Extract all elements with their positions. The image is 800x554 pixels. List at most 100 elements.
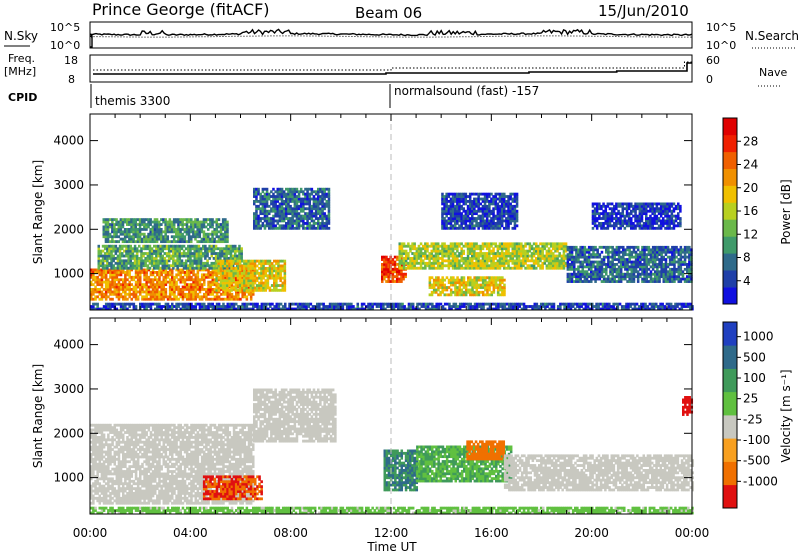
heatmap-cell xyxy=(594,245,597,249)
heatmap-cell xyxy=(260,279,263,283)
heatmap-cell xyxy=(477,244,480,248)
heatmap-cell xyxy=(441,217,444,220)
heatmap-cell xyxy=(187,244,190,248)
heatmap-cell xyxy=(113,275,117,279)
heatmap-cell xyxy=(681,263,685,266)
heatmap-cell xyxy=(141,290,144,294)
heatmap-cell xyxy=(462,244,466,248)
heatmap-cell xyxy=(111,297,114,301)
heatmap-cell xyxy=(133,259,137,263)
heatmap-cell xyxy=(505,222,508,225)
heatmap-cell xyxy=(204,261,207,265)
heatmap-cell xyxy=(407,252,410,255)
heatmap-cell xyxy=(511,204,515,208)
heatmap-cell xyxy=(138,232,142,236)
heatmap-cell xyxy=(243,295,247,299)
heatmap-cell xyxy=(432,249,436,253)
heatmap-cell xyxy=(285,224,288,228)
heatmap-cell xyxy=(222,297,225,301)
heatmap-cell xyxy=(539,254,542,258)
heatmap-cell xyxy=(276,192,280,196)
heatmap-cell xyxy=(257,217,260,220)
heatmap-cell xyxy=(494,286,498,289)
heatmap-cell xyxy=(317,222,320,225)
heatmap-cell xyxy=(263,197,267,201)
heatmap-cell xyxy=(140,261,143,265)
heatmap-cell xyxy=(477,217,480,220)
heatmap-cell xyxy=(600,245,604,249)
heatmap-cell xyxy=(219,228,223,231)
heatmap-cell xyxy=(276,212,280,216)
heatmap-cell xyxy=(289,207,292,211)
heatmap-cell xyxy=(145,273,148,277)
heatmap-cell xyxy=(411,252,414,255)
heatmap-cell xyxy=(686,250,689,254)
heatmap-cell xyxy=(666,270,670,274)
heatmap-cell xyxy=(261,195,265,198)
heatmap-cell xyxy=(170,223,174,226)
heatmap-cell xyxy=(258,284,261,287)
heatmap-cell xyxy=(690,272,693,276)
heatmap-cell xyxy=(503,212,506,216)
heatmap-cell xyxy=(198,223,202,226)
heatmap-cell xyxy=(130,288,134,291)
heatmap-cell xyxy=(673,260,676,264)
heatmap-cell xyxy=(211,235,214,239)
heatmap-cell xyxy=(471,254,474,258)
heatmap-cell xyxy=(681,277,685,281)
heatmap-cell xyxy=(492,226,495,230)
heatmap-cell xyxy=(232,279,236,283)
heatmap-cell xyxy=(245,281,248,285)
heatmap-cell xyxy=(434,244,438,248)
heatmap-cell xyxy=(123,240,127,244)
heatmap-cell xyxy=(164,228,167,231)
heatmap-cell xyxy=(161,264,165,268)
heatmap-cell xyxy=(293,202,297,206)
heatmap-cell xyxy=(617,255,621,259)
heatmap-cell xyxy=(247,290,251,294)
heatmap-cell xyxy=(451,244,455,248)
heatmap-cell xyxy=(428,264,431,268)
heatmap-cell xyxy=(688,250,691,254)
heatmap-cell xyxy=(468,244,472,248)
heatmap-cell xyxy=(383,277,386,281)
heatmap-cell xyxy=(658,280,661,283)
heatmap-cell xyxy=(215,230,219,234)
heatmap-cell xyxy=(464,286,468,289)
heatmap-cell xyxy=(160,288,163,291)
heatmap-cell xyxy=(513,254,517,258)
heatmap-cell xyxy=(619,280,623,283)
heatmap-cell xyxy=(230,288,233,292)
heatmap-cell xyxy=(402,261,406,265)
heatmap-cell xyxy=(274,219,277,223)
heatmap-cell xyxy=(449,224,453,228)
heatmap-cell xyxy=(158,283,161,287)
heatmap-cell xyxy=(279,276,282,280)
heatmap-cell xyxy=(147,223,150,226)
heatmap-cell xyxy=(306,219,309,223)
heatmap-cell xyxy=(662,275,666,279)
heatmap-cell xyxy=(509,217,512,220)
heatmap-cell xyxy=(630,267,634,271)
heatmap-cell xyxy=(228,288,231,292)
heatmap-cell xyxy=(417,266,421,270)
heatmap-cell xyxy=(395,280,399,283)
heatmap-cell xyxy=(413,259,416,263)
heatmap-cell xyxy=(253,271,257,275)
heatmap-cell xyxy=(630,263,634,266)
heatmap-cell xyxy=(517,264,521,268)
heatmap-cell xyxy=(259,209,262,213)
heatmap-cell xyxy=(596,275,599,279)
heatmap-cell xyxy=(481,207,485,211)
heatmap-cell xyxy=(664,265,668,269)
heatmap-cell xyxy=(140,249,143,253)
heatmap-cell xyxy=(492,247,495,251)
heatmap-cell xyxy=(445,226,448,230)
heatmap-cell xyxy=(107,290,110,294)
heatmap-cell xyxy=(293,195,297,198)
heatmap-cell xyxy=(490,249,493,253)
heatmap-cell xyxy=(605,280,608,283)
heatmap-cell xyxy=(477,204,480,208)
heatmap-cell xyxy=(428,281,432,285)
heatmap-cell xyxy=(496,278,500,282)
